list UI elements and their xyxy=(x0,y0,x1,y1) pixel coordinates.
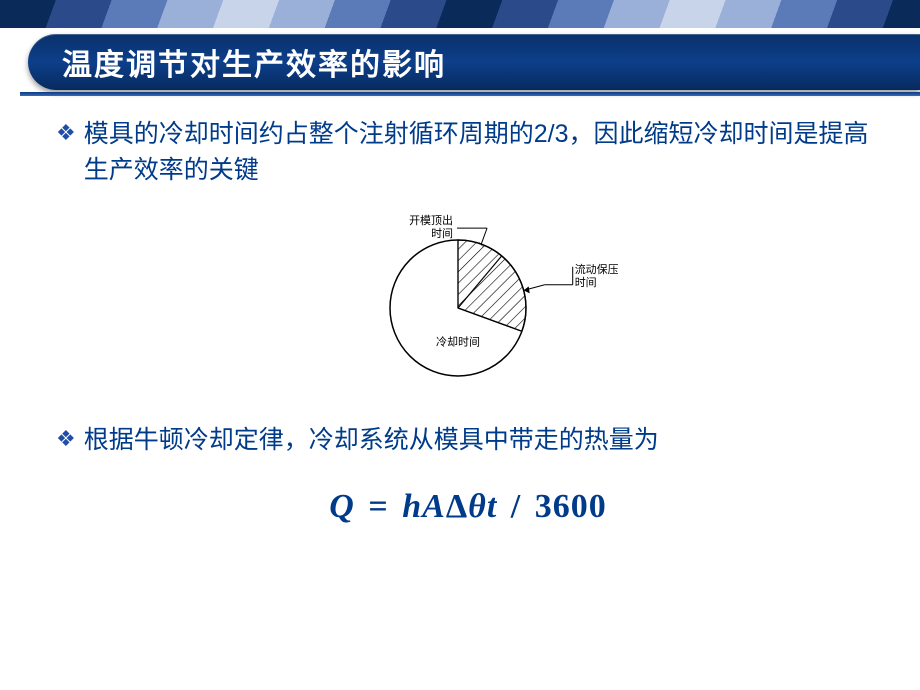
pie-svg: 开模顶出时间流动保压时间冷却时间 xyxy=(318,208,618,398)
title-bar: 温度调节对生产效率的影响 xyxy=(28,28,920,98)
newton-cooling-formula: Q = hAΔθt / 3600 xyxy=(56,488,880,526)
diamond-bullet-icon: ❖ xyxy=(56,116,76,150)
bullet-item: ❖ 根据牛顿冷却定律，冷却系统从模具中带走的热量为 xyxy=(56,422,880,458)
formula-delta: Δ xyxy=(446,488,468,525)
slide-title-text: 温度调节对生产效率的影响 xyxy=(62,40,446,84)
bullet-text: 根据牛顿冷却定律，冷却系统从模具中带走的热量为 xyxy=(84,422,659,458)
slide-content: ❖ 模具的冷却时间约占整个注射循环周期的2/3，因此缩短冷却时间是提高生产效率的… xyxy=(56,116,880,526)
bullet-item: ❖ 模具的冷却时间约占整个注射循环周期的2/3，因此缩短冷却时间是提高生产效率的… xyxy=(56,116,880,188)
svg-text:开模顶出: 开模顶出 xyxy=(409,213,453,227)
svg-text:流动保压: 流动保压 xyxy=(575,262,618,276)
bullet-text: 模具的冷却时间约占整个注射循环周期的2/3，因此缩短冷却时间是提高生产效率的关键 xyxy=(84,116,880,188)
formula-theta: θ xyxy=(468,488,487,525)
formula-h: h xyxy=(402,488,422,525)
title-underline xyxy=(20,92,920,96)
slide-title: 温度调节对生产效率的影响 xyxy=(28,34,920,90)
diamond-bullet-icon: ❖ xyxy=(56,422,76,456)
svg-text:时间: 时间 xyxy=(575,276,597,289)
formula-A: A xyxy=(422,488,446,525)
formula-t: t xyxy=(487,488,497,525)
formula-eq: = xyxy=(364,488,392,525)
svg-text:时间: 时间 xyxy=(431,227,453,240)
svg-text:冷却时间: 冷却时间 xyxy=(436,335,480,348)
formula-Q: Q xyxy=(329,488,355,525)
formula-slash: / xyxy=(507,488,525,525)
decorative-top-stripes xyxy=(0,0,920,28)
cycle-time-pie-chart: 开模顶出时间流动保压时间冷却时间 xyxy=(56,208,880,398)
formula-denom: 3600 xyxy=(535,488,607,525)
